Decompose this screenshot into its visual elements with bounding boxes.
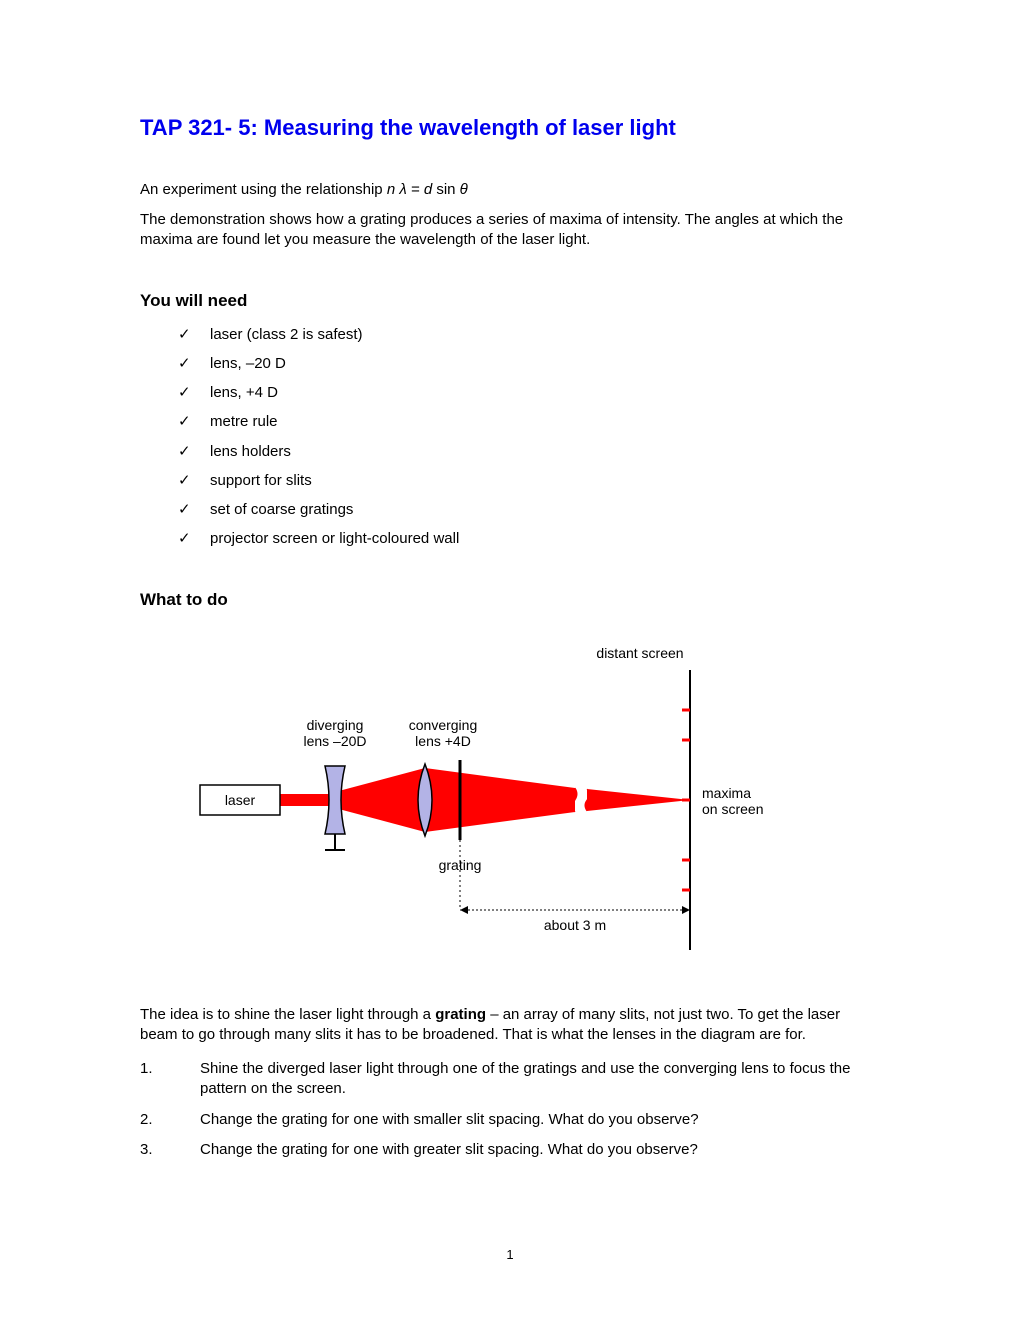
need-item: lens holders — [178, 442, 880, 462]
after-bold: grating — [435, 1006, 486, 1023]
svg-text:diverging: diverging — [307, 717, 364, 733]
document-page: TAP 321- 5: Measuring the wavelength of … — [0, 0, 1020, 1320]
step-number: 1. — [140, 1059, 200, 1100]
step-text: Change the grating for one with greater … — [200, 1140, 698, 1160]
svg-text:lens –20D: lens –20D — [303, 733, 366, 749]
svg-text:laser: laser — [225, 792, 256, 808]
step-text: Change the grating for one with smaller … — [200, 1110, 699, 1130]
intro-equation: An experiment using the relationship n λ… — [140, 181, 880, 198]
eq-lambda: λ — [399, 181, 406, 198]
step-item: 2.Change the grating for one with smalle… — [140, 1110, 880, 1130]
need-list: laser (class 2 is safest) lens, –20 D lens… — [178, 325, 880, 550]
eq-sin: sin — [436, 181, 459, 198]
need-item: support for slits — [178, 471, 880, 491]
after-p1a: The idea is to shine the laser light thr… — [140, 1006, 435, 1023]
after-paragraph: The idea is to shine the laser light thr… — [140, 1005, 880, 1046]
need-item: set of coarse gratings — [178, 500, 880, 520]
svg-text:lens +4D: lens +4D — [415, 733, 471, 749]
eq-theta: θ — [460, 181, 468, 198]
svg-text:distant screen: distant screen — [596, 645, 683, 661]
eq-n: n — [387, 181, 400, 198]
svg-text:converging: converging — [409, 717, 478, 733]
step-text: Shine the diverged laser light through o… — [200, 1059, 880, 1100]
step-item: 1.Shine the diverged laser light through… — [140, 1059, 880, 1100]
need-heading: You will need — [140, 291, 880, 311]
need-item: laser (class 2 is safest) — [178, 325, 880, 345]
svg-text:grating: grating — [439, 857, 482, 873]
svg-text:about 3 m: about 3 m — [544, 917, 606, 933]
todo-heading: What to do — [140, 590, 880, 610]
intro-prefix: An experiment using the relationship — [140, 181, 387, 198]
page-number: 1 — [0, 1247, 1020, 1262]
svg-text:on screen: on screen — [702, 801, 763, 817]
need-item: projector screen or light-coloured wall — [178, 529, 880, 549]
description: The demonstration shows how a grating pr… — [140, 210, 880, 251]
step-number: 2. — [140, 1110, 200, 1130]
eq-eqd: = d — [407, 181, 437, 198]
steps-list: 1.Shine the diverged laser light through… — [140, 1059, 880, 1160]
step-number: 3. — [140, 1140, 200, 1160]
page-title: TAP 321- 5: Measuring the wavelength of … — [140, 115, 880, 141]
optical-diagram: laser distant screen diverginglens –20D con… — [140, 630, 880, 975]
step-item: 3.Change the grating for one with greate… — [140, 1140, 880, 1160]
need-item: metre rule — [178, 412, 880, 432]
need-item: lens, –20 D — [178, 354, 880, 374]
need-item: lens, +4 D — [178, 383, 880, 403]
svg-text:maxima: maxima — [702, 785, 751, 801]
